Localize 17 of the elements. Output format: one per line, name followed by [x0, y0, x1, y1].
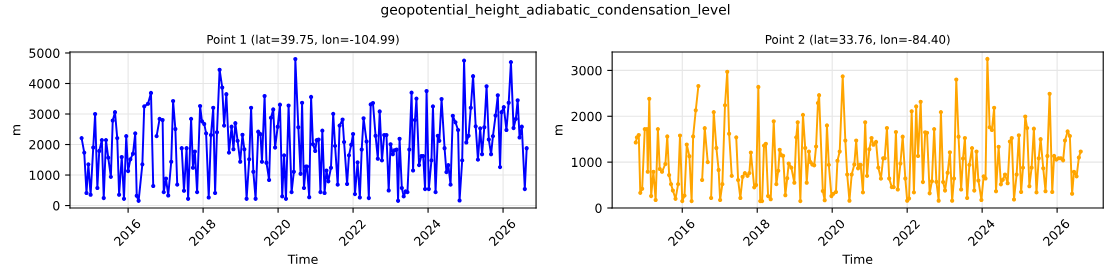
y-tick-label: 2000 [29, 139, 60, 150]
y-tick-label: 4000 [29, 78, 60, 89]
y-tick-label: 5000 [29, 48, 60, 58]
y-tick-label: 0 [53, 201, 60, 211]
x-axis-title: Time [842, 254, 873, 264]
y-tick-label: 3000 [571, 65, 602, 76]
y-tick-label: 0 [595, 203, 602, 213]
y-tick-label: 1000 [29, 170, 60, 180]
chart-title: Point 2 (lat=33.76, lon=-84.40) [765, 34, 950, 46]
chart-title: Point 1 (lat=39.75, lon=-104.99) [207, 34, 399, 46]
y-tick-label: 3000 [29, 109, 60, 119]
y-tick-label: 2000 [571, 111, 602, 122]
y-axis-title: m [13, 125, 21, 135]
text: geopotential_height_adiabatic_condensation_level [381, 4, 730, 18]
y-axis-title: m [555, 125, 563, 135]
x-axis-title: Time [287, 254, 318, 264]
y-tick-label: 1000 [572, 157, 602, 168]
